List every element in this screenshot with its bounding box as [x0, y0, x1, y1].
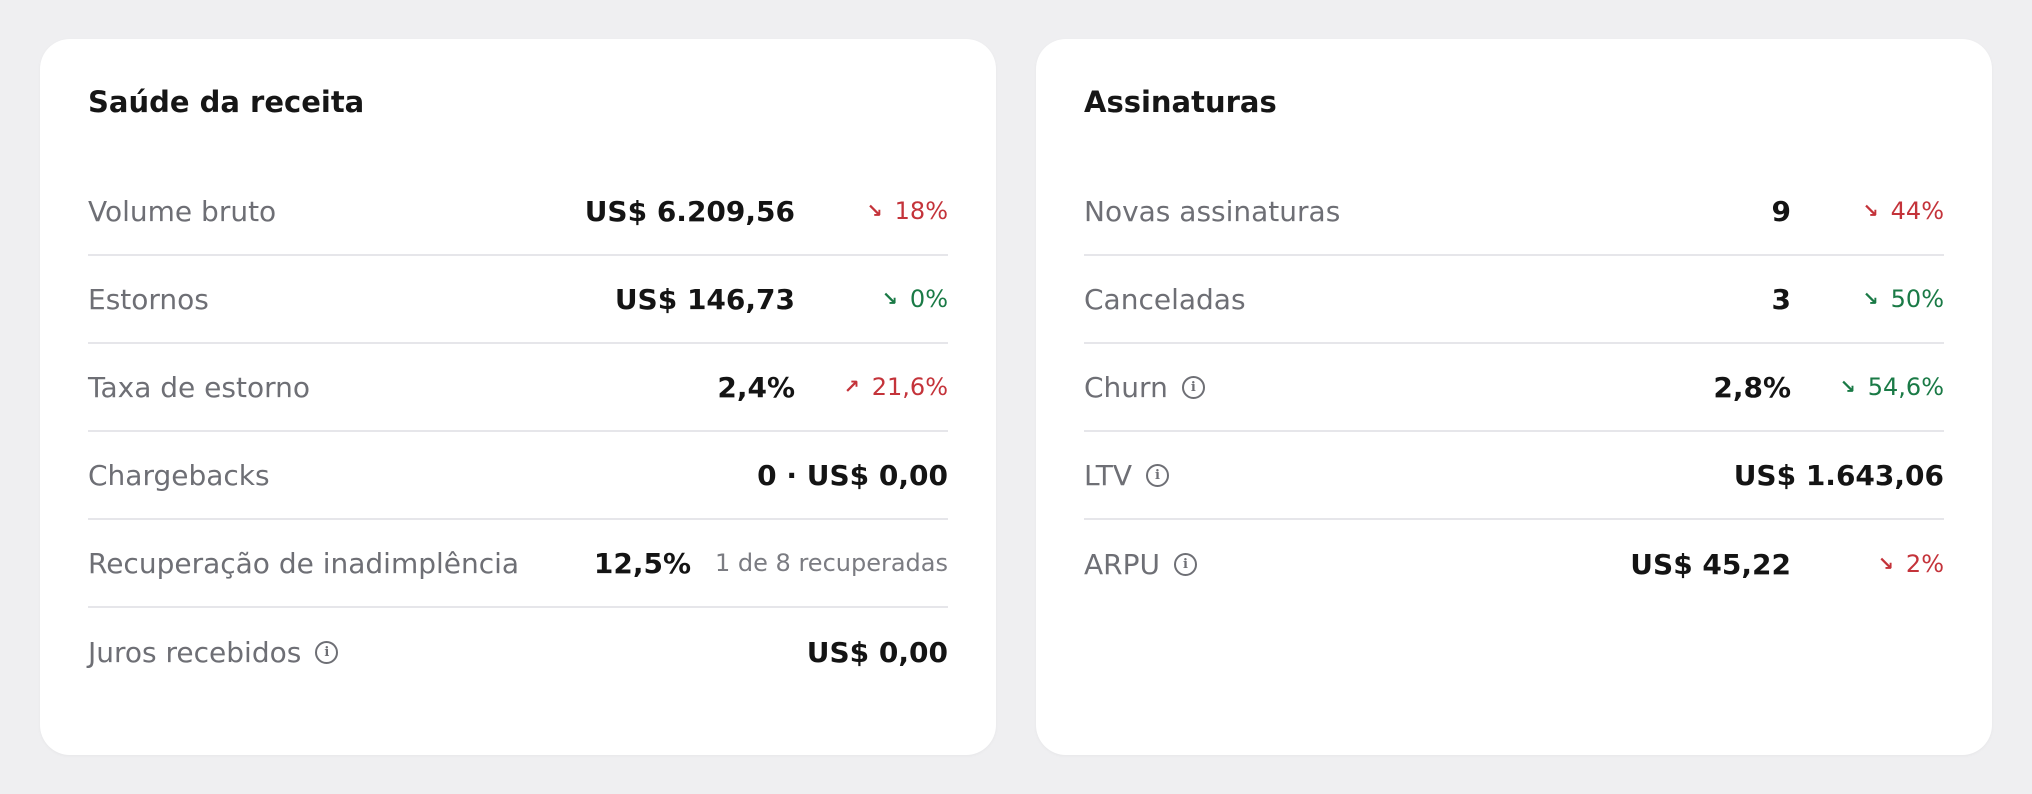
metric-row-arpu: ARPU i US$ 45,22 ↘ 2%	[1084, 520, 1944, 608]
metric-label: Juros recebidos	[88, 635, 302, 669]
metric-value: US$ 6.209,56	[584, 194, 795, 228]
metric-value: 3	[1771, 282, 1791, 316]
metric-value: 0 · US$ 0,00	[757, 458, 948, 492]
arrow-down-right-icon: ↘	[882, 288, 898, 310]
metric-value: 2,4%	[717, 370, 795, 404]
metric-label: Novas assinaturas	[1084, 194, 1341, 228]
metric-value: US$ 1.643,06	[1733, 458, 1944, 492]
metric-row-dunning-recovery: Recuperação de inadimplência 12,5% 1 de …	[88, 520, 948, 608]
revenue-health-title: Saúde da receita	[88, 85, 365, 119]
metric-delta-value: 2%	[1905, 550, 1944, 578]
metric-delta: ↘ 54,6%	[1791, 373, 1944, 401]
metric-label: Canceladas	[1084, 282, 1246, 316]
metric-delta: ↘ 44%	[1791, 197, 1944, 225]
metric-delta-value: 0%	[909, 285, 948, 313]
arrow-down-right-icon: ↘	[1862, 288, 1879, 310]
metric-value: 2,8%	[1713, 370, 1791, 404]
metric-delta: ↗ 21,6%	[795, 373, 948, 401]
metric-delta-value: 44%	[1890, 197, 1944, 225]
metric-row-churn: Churn i 2,8% ↘ 54,6%	[1084, 344, 1944, 432]
revenue-health-list: Volume bruto US$ 6.209,56 ↘ 18% Estornos…	[88, 168, 948, 696]
metric-row-refunds: Estornos US$ 146,73 ↘ 0%	[88, 256, 948, 344]
metric-value: 12,5%	[593, 546, 692, 580]
metric-label: LTV	[1084, 458, 1133, 492]
metric-subtext: 1 de 8 recuperadas	[715, 549, 948, 577]
metric-label: Estornos	[88, 282, 209, 316]
arrow-down-right-icon: ↘	[1862, 200, 1879, 222]
metric-row-gross-volume: Volume bruto US$ 6.209,56 ↘ 18%	[88, 168, 948, 256]
metric-delta: ↘ 18%	[795, 197, 948, 225]
info-icon[interactable]: i	[1146, 463, 1170, 487]
metric-row-canceled: Canceladas 3 ↘ 50%	[1084, 256, 1944, 344]
subscriptions-card: Assinaturas Novas assinaturas 9 ↘ 44% Ca…	[1036, 39, 1992, 755]
metric-label: Taxa de estorno	[88, 370, 310, 404]
arrow-down-right-icon: ↘	[1878, 553, 1894, 575]
metric-value: US$ 45,22	[1630, 547, 1791, 581]
arrow-up-right-icon: ↗	[843, 376, 860, 398]
info-icon[interactable]: i	[315, 640, 339, 664]
metric-label: Chargebacks	[88, 458, 270, 492]
metric-delta-value: 18%	[894, 197, 948, 225]
subscriptions-title: Assinaturas	[1084, 85, 1277, 119]
metric-delta-value: 54,6%	[1867, 373, 1944, 401]
metric-label: ARPU	[1084, 547, 1160, 581]
metric-label-container: ARPU i	[1084, 548, 1630, 581]
metric-label: Churn	[1084, 370, 1168, 404]
metric-value: US$ 0,00	[806, 635, 948, 669]
metric-delta: ↘ 2%	[1791, 550, 1944, 578]
metric-row-refund-rate: Taxa de estorno 2,4% ↗ 21,6%	[88, 344, 948, 432]
metric-label-container: Juros recebidos i	[88, 636, 807, 669]
metric-delta-value: 21,6%	[871, 373, 948, 401]
metric-label-container: Churn i	[1084, 371, 1713, 404]
subscriptions-list: Novas assinaturas 9 ↘ 44% Canceladas 3 ↘…	[1084, 168, 1944, 608]
metric-value: US$ 146,73	[614, 282, 795, 316]
info-icon[interactable]: i	[1174, 552, 1197, 576]
revenue-health-card: Saúde da receita Volume bruto US$ 6.209,…	[40, 39, 996, 755]
metric-label: Recuperação de inadimplência	[88, 546, 520, 580]
metric-label: Volume bruto	[88, 194, 277, 228]
metric-row-chargebacks: Chargebacks 0 · US$ 0,00	[88, 432, 948, 520]
arrow-down-right-icon: ↘	[1839, 376, 1856, 398]
metric-row-new-subscriptions: Novas assinaturas 9 ↘ 44%	[1084, 168, 1944, 256]
arrow-down-right-icon: ↘	[866, 200, 883, 222]
metric-delta: ↘ 0%	[795, 285, 948, 313]
metric-label-container: LTV i	[1084, 459, 1734, 492]
metric-row-ltv: LTV i US$ 1.643,06	[1084, 432, 1944, 520]
metric-delta: ↘ 50%	[1791, 285, 1944, 313]
metric-delta-value: 50%	[1890, 285, 1944, 313]
info-icon[interactable]: i	[1181, 375, 1205, 399]
metric-value: 9	[1771, 194, 1791, 228]
metric-row-interest-received: Juros recebidos i US$ 0,00	[88, 608, 948, 696]
